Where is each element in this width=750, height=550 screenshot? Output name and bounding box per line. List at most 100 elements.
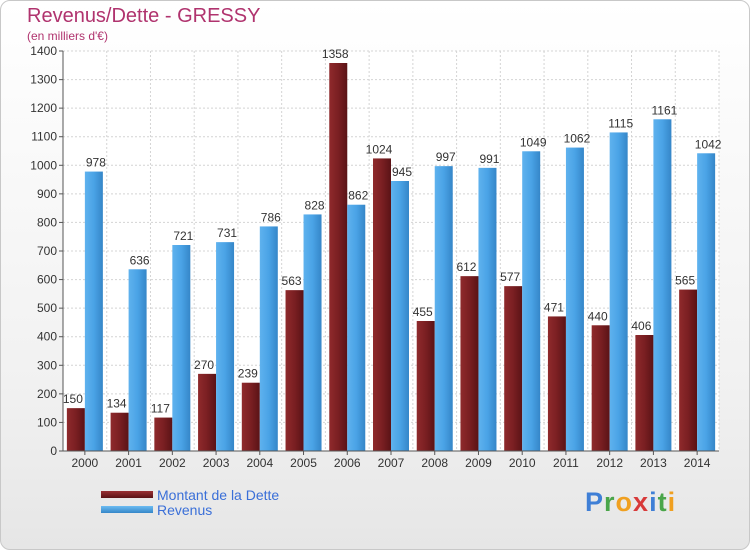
bar-revenue <box>391 181 409 451</box>
bar-debt <box>547 316 566 451</box>
bar-revenue <box>347 204 366 451</box>
legend-swatch-debt <box>101 491 153 498</box>
bar-debt <box>679 289 698 451</box>
legend-label-debt: Montant de la Dette <box>157 486 280 503</box>
y-tick-label: 1400 <box>30 44 57 58</box>
logo-letter: P <box>585 487 605 517</box>
logo-letter: o <box>615 487 634 517</box>
data-label-revenue: 1062 <box>564 132 591 146</box>
legend-label-revenue: Revenus <box>157 501 213 518</box>
bar-revenue <box>303 214 322 451</box>
data-label-debt: 455 <box>413 305 433 319</box>
bar-revenue <box>128 269 147 451</box>
x-tick-label: 2002 <box>159 456 186 470</box>
x-tick-label: 2014 <box>684 456 711 470</box>
bar-debt <box>110 412 129 451</box>
bar-revenue <box>259 226 278 451</box>
data-label-debt: 612 <box>456 260 476 274</box>
data-label-revenue: 721 <box>173 229 193 243</box>
x-tick-label: 2003 <box>203 456 230 470</box>
x-tick-label: 2004 <box>246 456 273 470</box>
data-label-revenue: 1042 <box>695 137 722 151</box>
data-label-revenue: 862 <box>348 189 368 203</box>
logo-letter: r <box>604 487 616 517</box>
x-tick-label: 2000 <box>72 456 99 470</box>
y-tick-label: 700 <box>37 244 57 258</box>
legend-item-revenue: Revenus <box>101 501 279 518</box>
y-tick-label: 600 <box>37 273 57 287</box>
data-label-debt: 440 <box>588 309 608 323</box>
y-tick-label: 400 <box>37 330 57 344</box>
y-tick-label: 100 <box>37 415 57 429</box>
bar-debt <box>285 290 304 451</box>
y-tick-label: 800 <box>37 215 57 229</box>
chart-title: Revenus/Dette - GRESSY <box>27 5 261 27</box>
data-label-debt: 239 <box>238 367 258 381</box>
y-tick-label: 0 <box>50 444 57 458</box>
y-tick-label: 500 <box>37 301 57 315</box>
proxiti-logo: Proxiti <box>585 487 676 518</box>
bar-revenue <box>609 132 628 451</box>
data-label-revenue: 978 <box>86 156 106 170</box>
x-tick-label: 2001 <box>115 456 142 470</box>
bar-revenue <box>434 166 453 451</box>
data-label-debt: 563 <box>282 274 302 288</box>
bar-debt <box>66 408 85 451</box>
bar-debt <box>154 417 173 451</box>
x-tick-label: 2005 <box>290 456 317 470</box>
logo-letter: t <box>657 487 668 517</box>
bar-debt <box>198 373 217 451</box>
x-tick-label: 2010 <box>509 456 536 470</box>
logo-letter: i <box>649 487 658 517</box>
bar-revenue <box>172 245 191 451</box>
data-label-revenue: 1115 <box>608 116 633 130</box>
x-tick-label: 2008 <box>421 456 448 470</box>
data-label-debt: 1358 <box>322 47 349 61</box>
bar-debt <box>329 63 348 451</box>
y-tick-label: 300 <box>37 358 57 372</box>
bar-debt <box>416 321 435 451</box>
data-label-revenue: 997 <box>436 150 456 164</box>
legend-swatch-revenue <box>101 506 153 513</box>
x-tick-label: 2009 <box>465 456 492 470</box>
data-label-debt: 577 <box>500 270 520 284</box>
data-label-revenue: 636 <box>130 253 150 267</box>
x-tick-label: 2013 <box>640 456 667 470</box>
x-tick-label: 2012 <box>596 456 623 470</box>
data-label-debt: 1024 <box>366 142 393 156</box>
bar-revenue <box>478 167 497 451</box>
bar-debt <box>460 276 479 451</box>
data-label-revenue: 991 <box>479 152 499 166</box>
x-tick-label: 2007 <box>378 456 405 470</box>
data-label-debt: 406 <box>631 319 651 333</box>
logo-letter: i <box>667 487 677 517</box>
x-tick-label: 2006 <box>334 456 361 470</box>
y-tick-label: 1100 <box>31 130 57 144</box>
bar-debt <box>504 286 523 451</box>
y-tick-label: 200 <box>37 387 57 401</box>
bar-revenue <box>216 242 235 451</box>
bar-revenue <box>653 119 672 452</box>
y-tick-label: 1000 <box>30 158 57 172</box>
y-tick-label: 1300 <box>30 73 57 87</box>
data-label-revenue: 1049 <box>520 135 547 149</box>
y-tick-label: 900 <box>37 187 57 201</box>
bar-revenue <box>84 171 103 452</box>
data-label-revenue: 945 <box>392 165 412 179</box>
data-label-revenue: 1161 <box>651 103 677 117</box>
chart-subtitle: (en milliers d'€) <box>27 29 108 43</box>
bar-debt <box>241 382 260 451</box>
bar-revenue <box>522 151 541 452</box>
data-label-revenue: 828 <box>305 198 325 212</box>
data-label-revenue: 731 <box>217 226 237 240</box>
logo-letter: x <box>633 487 650 517</box>
legend-item-debt: Montant de la Dette <box>101 486 280 503</box>
data-label-debt: 471 <box>544 300 564 314</box>
y-tick-label: 1200 <box>30 101 57 115</box>
bar-revenue <box>565 147 584 452</box>
bar-debt <box>591 325 610 451</box>
legend: Montant de la Dette Revenus <box>101 486 280 518</box>
bar-debt <box>635 335 654 451</box>
